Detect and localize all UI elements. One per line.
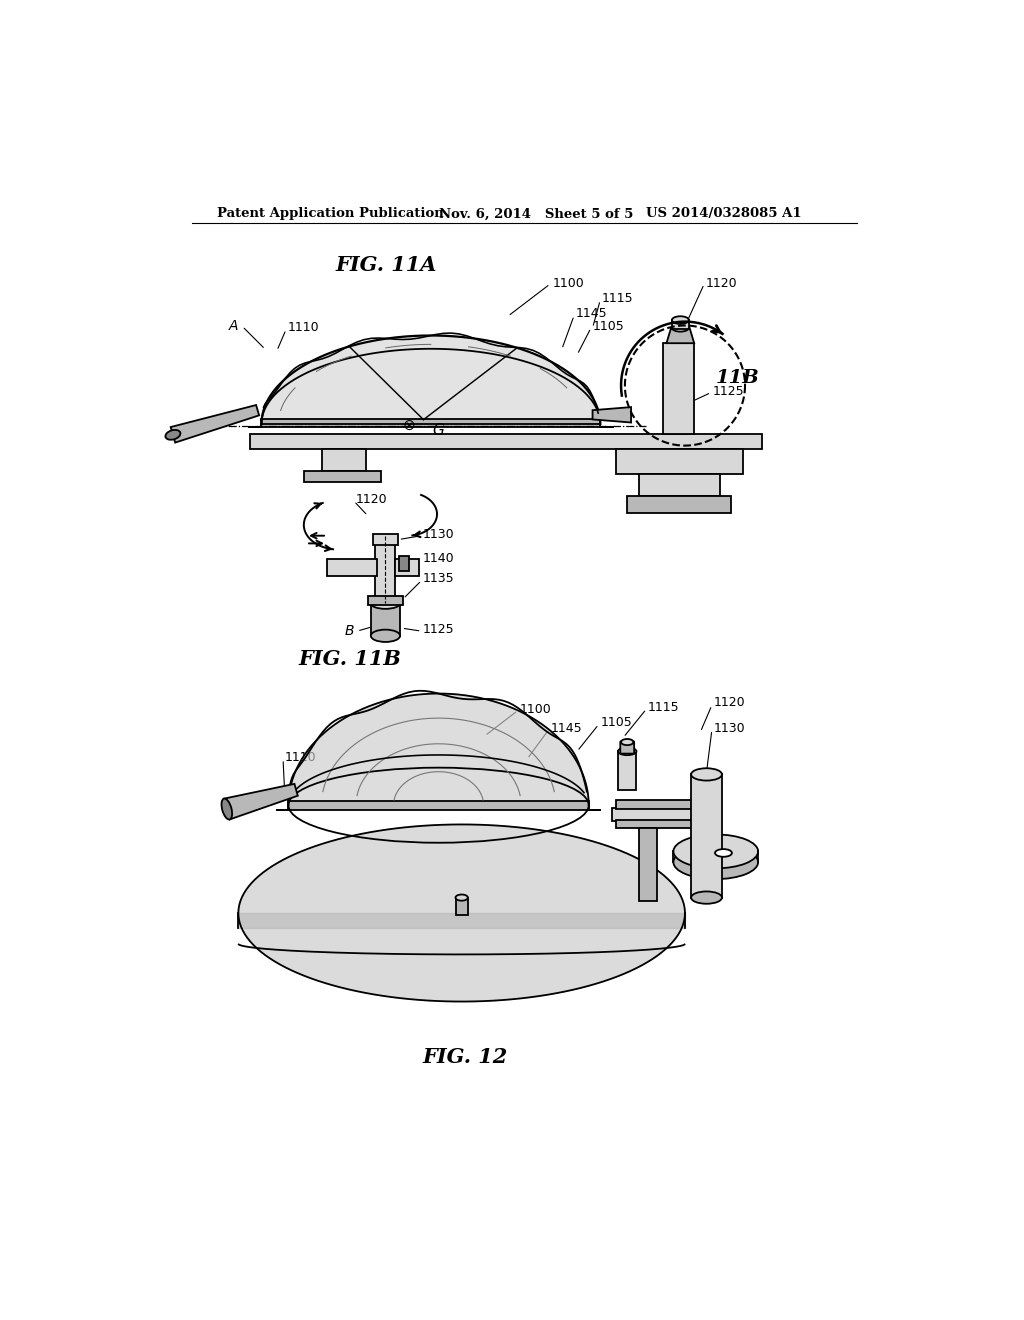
FancyBboxPatch shape [615, 820, 700, 828]
FancyBboxPatch shape [250, 434, 762, 449]
FancyBboxPatch shape [672, 321, 689, 330]
Text: A: A [228, 319, 239, 333]
Ellipse shape [371, 598, 400, 609]
Polygon shape [239, 825, 685, 1002]
Text: 1145: 1145 [575, 308, 607, 321]
Ellipse shape [621, 739, 634, 744]
Polygon shape [171, 405, 259, 442]
Ellipse shape [221, 799, 232, 820]
Ellipse shape [672, 317, 689, 323]
Text: FIG. 11B: FIG. 11B [298, 649, 401, 669]
FancyBboxPatch shape [304, 471, 381, 482]
Text: 1120: 1120 [706, 277, 737, 289]
FancyBboxPatch shape [617, 751, 637, 789]
FancyBboxPatch shape [628, 496, 731, 512]
Text: 1115: 1115 [602, 292, 634, 305]
FancyBboxPatch shape [639, 828, 657, 900]
Text: 11B: 11B [716, 368, 760, 387]
Text: 1110: 1110 [288, 321, 319, 334]
Polygon shape [289, 693, 589, 805]
Polygon shape [224, 784, 298, 820]
FancyBboxPatch shape [621, 742, 634, 754]
Polygon shape [593, 407, 631, 422]
Ellipse shape [371, 630, 400, 642]
Text: 1125: 1125 [713, 385, 744, 399]
Ellipse shape [672, 323, 689, 331]
FancyBboxPatch shape [611, 808, 705, 821]
FancyBboxPatch shape [398, 556, 410, 572]
Polygon shape [248, 420, 614, 428]
Text: 1100: 1100 [519, 704, 551, 717]
Text: ⊗: ⊗ [402, 418, 416, 433]
Ellipse shape [674, 845, 758, 879]
Ellipse shape [715, 849, 732, 857]
FancyBboxPatch shape [456, 898, 468, 915]
Polygon shape [261, 335, 600, 424]
Text: 1105: 1105 [600, 717, 632, 730]
FancyBboxPatch shape [373, 535, 397, 545]
FancyBboxPatch shape [327, 558, 377, 576]
Text: G: G [432, 422, 444, 438]
Text: FIG. 11A: FIG. 11A [336, 255, 437, 275]
Text: 1110: 1110 [285, 751, 316, 764]
Text: 1145: 1145 [550, 722, 582, 735]
Ellipse shape [166, 430, 180, 440]
Text: 1125: 1125 [423, 623, 455, 636]
FancyBboxPatch shape [322, 449, 367, 471]
FancyBboxPatch shape [615, 800, 700, 809]
Text: 1115: 1115 [648, 701, 680, 714]
Text: 1105: 1105 [593, 319, 625, 333]
Polygon shape [276, 801, 601, 810]
Text: 1130: 1130 [423, 528, 455, 541]
Text: 1120: 1120 [714, 696, 745, 709]
Text: B: B [344, 624, 354, 638]
FancyBboxPatch shape [664, 343, 694, 434]
Ellipse shape [617, 747, 637, 755]
Ellipse shape [691, 768, 722, 780]
FancyBboxPatch shape [691, 775, 722, 898]
Text: 1130: 1130 [714, 722, 745, 735]
Text: 1100: 1100 [553, 277, 585, 290]
Ellipse shape [456, 895, 468, 900]
FancyBboxPatch shape [615, 449, 742, 474]
Ellipse shape [674, 834, 758, 869]
FancyBboxPatch shape [376, 536, 395, 603]
FancyBboxPatch shape [371, 603, 400, 636]
Ellipse shape [691, 891, 722, 904]
FancyBboxPatch shape [395, 558, 419, 576]
Text: US 2014/0328085 A1: US 2014/0328085 A1 [646, 207, 802, 220]
Polygon shape [239, 913, 685, 928]
FancyBboxPatch shape [639, 474, 720, 496]
Text: FIG. 12: FIG. 12 [423, 1047, 508, 1067]
Text: 1120: 1120 [355, 492, 387, 506]
FancyBboxPatch shape [368, 595, 403, 605]
Text: 1140: 1140 [423, 552, 455, 565]
Polygon shape [667, 327, 694, 343]
Text: Patent Application Publication: Patent Application Publication [217, 207, 443, 220]
Text: 1135: 1135 [423, 573, 455, 585]
Text: Nov. 6, 2014   Sheet 5 of 5: Nov. 6, 2014 Sheet 5 of 5 [438, 207, 633, 220]
